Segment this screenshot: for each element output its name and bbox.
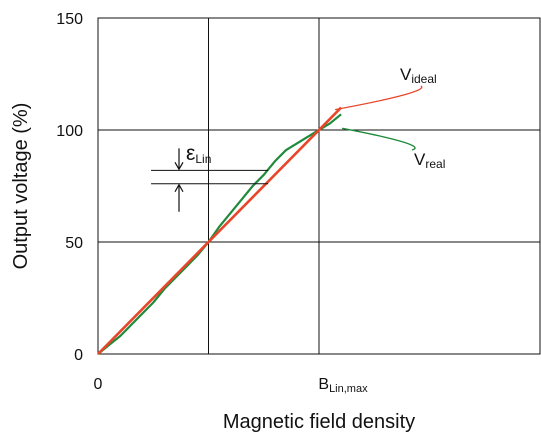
epsilon-arrow-up-head: [174, 183, 184, 193]
ideal-leader-line: [334, 85, 423, 111]
series-label-real: Vreal: [414, 150, 445, 171]
grid-lines: [98, 18, 540, 354]
x-axis-title: Magnetic field density: [223, 411, 415, 433]
y-tick-label-0: 0: [74, 347, 83, 364]
series-label-ideal: Videal: [400, 65, 437, 86]
annotations: Videal Vreal εLin: [151, 65, 445, 212]
real-leader-line: [341, 127, 416, 151]
series-line-real: [97, 113, 342, 355]
x-tick-label-1: BLin,max: [318, 376, 368, 395]
series-line-ideal: [97, 106, 343, 355]
y-tick-label-150: 150: [56, 11, 83, 28]
y-axis-title: Output voltage (%): [10, 103, 32, 270]
epsilon-arrow-down-head: [174, 162, 184, 171]
epsilon-label: εLin: [186, 142, 211, 166]
x-tick-label-0: 0: [94, 376, 103, 393]
y-tick-label-50: 50: [65, 235, 83, 252]
series-lines: [97, 106, 343, 355]
y-tick-label-100: 100: [56, 123, 83, 140]
tick-labels: 0 50 100 150 0 BLin,max: [56, 11, 368, 395]
